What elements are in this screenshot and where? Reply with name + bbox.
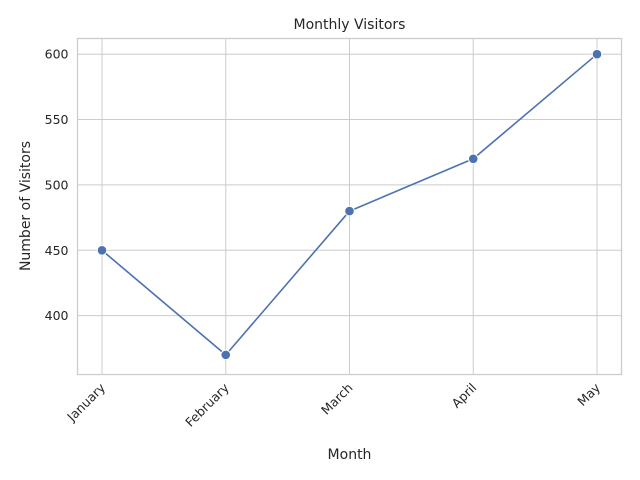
plot-frame [76,37,623,376]
x-tick-label: February [182,380,232,430]
x-tick-label: May [574,380,603,409]
x-tick-label: January [63,380,108,425]
y-axis-label: Number of Visitors [18,141,34,271]
x-axis-label: Month [328,447,372,463]
data-point [220,349,232,361]
data-point [467,153,479,165]
x-tick-label: April [449,380,480,411]
y-tick-label: 450 [45,243,69,258]
x-axis: January February March April May [63,380,603,430]
data-point [96,244,108,256]
x-tick-label: March [318,380,356,418]
y-tick-label: 400 [45,308,69,323]
y-tick-label: 600 [45,47,69,62]
series-layer [96,48,603,361]
y-tick-label: 550 [45,112,69,127]
data-point [344,205,355,217]
data-point [591,48,603,60]
chart-title: Monthly Visitors [294,17,406,33]
y-tick-label: 500 [45,177,69,192]
grid [77,38,622,375]
y-axis: 400 450 500 550 600 [45,47,69,323]
